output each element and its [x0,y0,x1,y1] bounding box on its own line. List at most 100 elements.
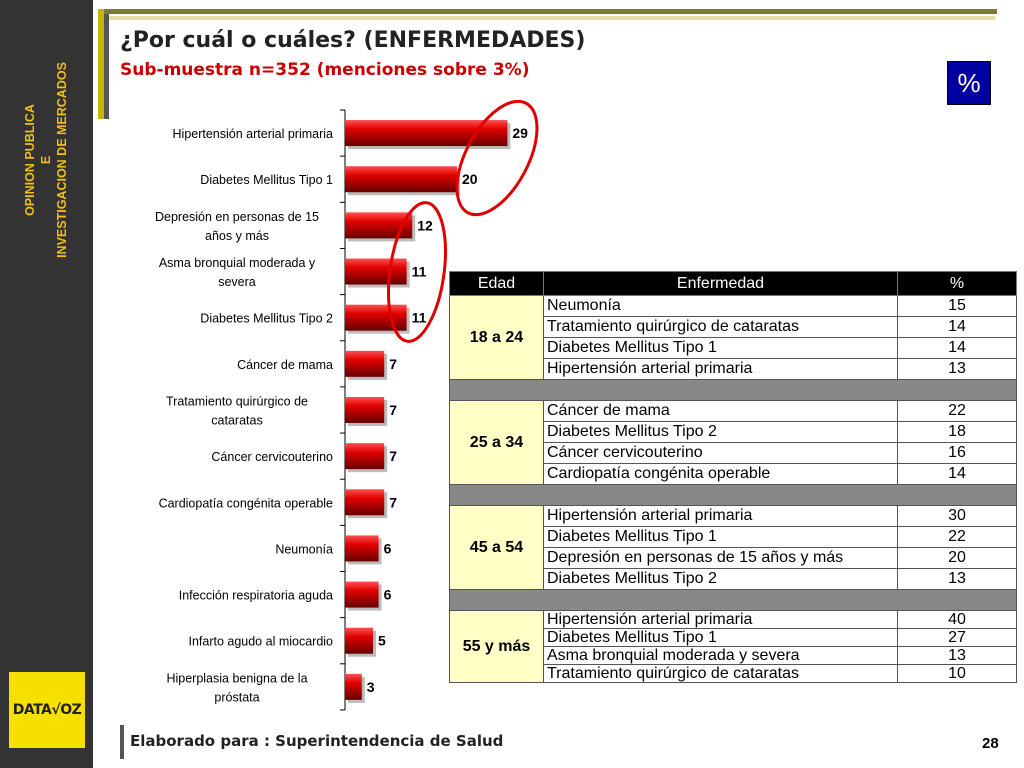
pct-cell: 22 [897,400,1017,422]
disease-cell: Asma bronquial moderada y severa [543,646,898,665]
table-row: 25 a 34 Cáncer de mama 22 [449,400,1017,485]
pct-cell: 13 [897,646,1017,665]
table-row: Depresión en personas de 15 años y más 2… [450,547,1017,569]
highlight-ellipse [455,99,539,217]
age-group-cell: 25 a 34 [449,400,544,485]
table-row: Tratamiento quirúrgico de cataratas 10 [450,664,1017,683]
table-separator [449,589,1017,611]
header-rule-light [105,16,995,20]
bar [345,627,373,654]
category-label: Infección respiratoria aguda [179,589,333,603]
pct-cell: 13 [897,358,1017,380]
disease-cell: Diabetes Mellitus Tipo 2 [543,421,898,443]
category-label: Diabetes Mellitus Tipo 2 [200,312,333,326]
page-subtitle: Sub-muestra n=352 (menciones sobre 3%) [120,60,530,80]
table-row: Hipertensión arterial primaria 13 [450,358,1017,380]
pct-cell: 15 [897,295,1017,317]
header-pct: % [897,271,1017,296]
disease-cell: Hipertensión arterial primaria [543,505,898,527]
header-age: Edad [449,271,544,296]
category-label: cataratas [211,413,262,427]
age-group-cell: 18 a 24 [449,295,544,380]
pct-cell: 14 [897,337,1017,359]
bar-value-label: 6 [384,540,392,556]
bar-value-label: 5 [378,633,386,649]
header-rule-dark [100,9,997,14]
bar-value-label: 7 [389,448,397,464]
bar-value-label: 7 [389,402,397,418]
bar [345,581,379,608]
category-label: Hipertensión arterial primaria [173,127,334,141]
separator-cell [449,379,1017,401]
disease-cell: Diabetes Mellitus Tipo 1 [543,628,898,647]
category-label: Cáncer de mama [237,358,333,372]
table-row: Diabetes Mellitus Tipo 2 13 [450,568,1017,590]
bar-value-label: 7 [389,494,397,510]
pct-cell: 14 [897,316,1017,338]
bar [345,443,385,470]
page-title: ¿Por cuál o cuáles? (ENFERMEDADES) [120,28,586,53]
pct-cell: 16 [897,442,1017,464]
disease-cell: Tratamiento quirúrgico de cataratas [543,316,898,338]
category-label: Tratamiento quirúrgico de [166,394,308,408]
highlight-ellipse [387,201,447,343]
table-row: 45 a 54 Hipertensión arterial primaria 3… [449,505,1017,590]
pct-cell: 30 [897,505,1017,527]
pct-cell: 20 [897,547,1017,569]
bar [345,304,407,331]
category-label: Neumonía [275,542,333,556]
header-accent-dark [104,14,109,119]
separator-cell [449,589,1017,611]
sidebar: OPINION PUBLICA E INVESTIGACION DE MERCA… [0,0,93,768]
bar-value-label: 12 [417,217,433,233]
disease-cell: Cáncer cervicouterino [543,442,898,464]
pct-cell: 22 [897,526,1017,548]
bar [345,673,362,700]
category-label: severa [218,275,256,289]
table-row: Diabetes Mellitus Tipo 1 14 [450,337,1017,359]
table-header-row: Edad Enfermedad % [449,271,1017,296]
header-disease: Enfermedad [543,271,898,296]
bar-value-label: 20 [462,171,478,187]
disease-cell: Tratamiento quirúrgico de cataratas [543,664,898,683]
disease-cell: Neumonía [543,295,898,317]
table-row: Diabetes Mellitus Tipo 2 18 [450,421,1017,443]
pct-cell: 27 [897,628,1017,647]
category-label: Cardiopatía congénita operable [159,496,333,510]
bar [345,396,385,423]
header-accent-gold [98,9,104,119]
disease-cell: Cáncer de mama [543,400,898,422]
disease-cell: Cardiopatía congénita operable [543,463,898,485]
disease-cell: Hipertensión arterial primaria [543,610,898,629]
age-group-cell: 45 a 54 [449,505,544,590]
company-logo: DATA√OZ [9,672,85,748]
footer-text: Elaborado para : Superintendencia de Sal… [130,732,504,750]
pct-cell: 18 [897,421,1017,443]
unit-badge: % [947,61,991,105]
bar-value-label: 7 [389,356,397,372]
table-row: 18 a 24 Neumonía 15 [449,295,1017,380]
bar-value-label: 11 [412,264,427,280]
bar [345,258,407,285]
page-number: 28 [982,735,999,752]
footer-accent [120,725,124,759]
category-label: Cáncer cervicouterino [211,450,333,464]
category-label: próstata [214,690,259,704]
table-separator [449,379,1017,401]
separator-cell [449,484,1017,506]
bar [345,489,385,516]
bar [345,350,385,377]
disease-cell: Hipertensión arterial primaria [543,358,898,380]
table-row: Diabetes Mellitus Tipo 1 22 [450,526,1017,548]
pct-cell: 13 [897,568,1017,590]
age-breakdown-table: Edad Enfermedad % 18 a 24 Neumonía 15 Tr… [449,271,1017,683]
disease-cell: Diabetes Mellitus Tipo 1 [543,337,898,359]
disease-cell: Diabetes Mellitus Tipo 2 [543,568,898,590]
category-label: Hiperplasia benigna de la [166,671,307,685]
bar-value-label: 11 [412,310,427,326]
category-label: Asma bronquial moderada y [159,256,316,270]
disease-cell: Depresión en personas de 15 años y más [543,547,898,569]
pct-cell: 10 [897,664,1017,683]
pct-cell: 14 [897,463,1017,485]
